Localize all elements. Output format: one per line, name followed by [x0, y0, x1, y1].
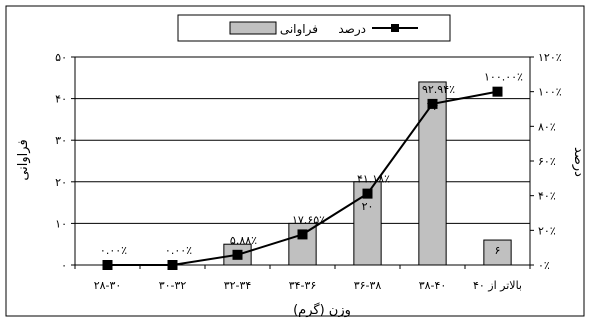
legend: درصد فراوانی — [177, 14, 451, 42]
y-tick-label: ۰ — [61, 259, 67, 272]
percent-label: ۱۰۰.۰۰٪ — [484, 71, 523, 84]
bar — [418, 81, 447, 266]
y2-tick-label: ۱۰۰٪ — [538, 86, 562, 99]
y-tick-label: ۵۰ — [55, 51, 67, 64]
line-point — [427, 98, 438, 109]
chart-border — [5, 5, 585, 317]
bar-value-label: ۲۰ — [362, 200, 374, 213]
legend-bar-swatch — [229, 21, 277, 35]
x-tick-label: بالاتر از ۴۰ — [473, 279, 522, 292]
x-tick-label: ۳۶-۳۸ — [354, 279, 382, 292]
percent-label: ۰.۰۰٪ — [100, 244, 127, 257]
percent-label: ۹۲.۹۴٪ — [422, 83, 455, 96]
x-tick-label: ۲۸-۳۰ — [94, 279, 122, 292]
bars — [223, 81, 512, 266]
y2-axis-title: درصد — [571, 147, 586, 177]
y-tick-label: ۲۰ — [55, 176, 67, 189]
y2-tick-label: ۴۰٪ — [538, 190, 556, 203]
y-tick-label: ۱۰ — [55, 217, 67, 230]
y-tick-label: ۴۰ — [55, 93, 67, 106]
x-axis-title: وزن (گرم) — [293, 302, 351, 318]
y2-tick-label: ۰٪ — [538, 259, 550, 272]
percent-label: ۴۱.۱۸٪ — [357, 173, 390, 186]
bar-value-label: ۴۴ — [427, 100, 439, 113]
x-tick-label: ۳۰-۳۲ — [159, 279, 187, 292]
bar-value-label: ۵ — [235, 248, 241, 261]
gridlines — [75, 56, 530, 224]
legend-line-label: درصد — [338, 22, 366, 37]
percent-label: ۰.۰۰٪ — [165, 244, 192, 257]
x-tick-label: ۳۸-۴۰ — [419, 279, 447, 292]
legend-bar-label: فراوانی — [280, 22, 318, 37]
x-tick-label: ۳۴-۳۶ — [289, 279, 317, 292]
legend-box — [177, 14, 451, 42]
y2-tick-label: ۲۰٪ — [538, 224, 556, 237]
y2-tick-label: ۸۰٪ — [538, 120, 556, 133]
line-point — [297, 229, 308, 240]
y-tick-label: ۳۰ — [55, 134, 67, 147]
cumulative-line — [102, 86, 503, 270]
line-point — [492, 86, 503, 97]
y2-tick-label: ۶۰٪ — [538, 155, 556, 168]
line-point — [232, 249, 243, 260]
y-axis-title: فراوانی — [16, 139, 31, 180]
line-point — [362, 188, 373, 199]
bar — [483, 239, 512, 266]
y2-tick-label: ۱۲۰٪ — [538, 51, 562, 64]
data-labels: ۵ ۱۰ ۲۰ ۴۴ ۶ ۰.۰۰٪ ۰.۰۰٪ ۵.۸۸٪ ۱۷.۶۵٪ ۴۱.۱۸٪ ۹۲.۹۴… — [100, 71, 523, 262]
percent-label: ۵.۸۸٪ — [230, 234, 257, 247]
line-point — [102, 260, 113, 270]
percent-label: ۱۷.۶۵٪ — [292, 213, 325, 226]
axes: ۰ ۱۰ ۲۰ ۳۰ ۴۰ ۵۰ ۰٪ ۲۰٪ ۴۰٪ ۶۰٪ ۸۰٪ ۱۰۰٪ ۱۲۰٪ ۲۸-۳۰ ۳۰… — [55, 51, 562, 292]
x-tick-label: ۳۲-۳۴ — [224, 279, 252, 292]
line-point — [167, 260, 178, 270]
bar-value-label: ۱۰ — [297, 227, 309, 240]
legend-marker-swatch — [391, 24, 399, 32]
bar-value-label: ۶ — [495, 244, 501, 257]
